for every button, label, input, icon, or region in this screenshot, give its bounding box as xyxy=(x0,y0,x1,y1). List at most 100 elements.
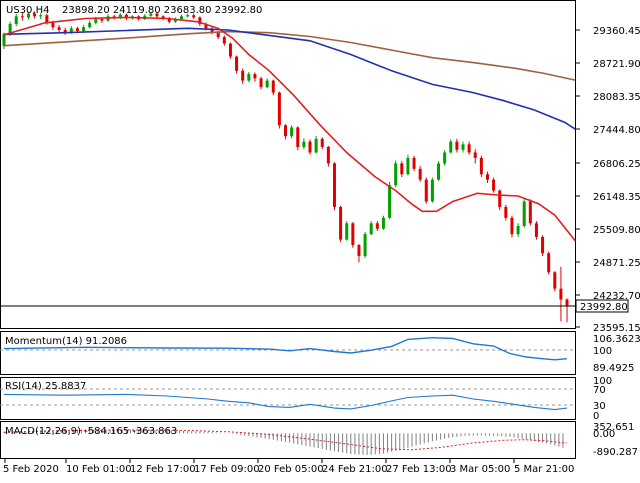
macd-axis-label: -890.287 xyxy=(593,447,638,458)
rsi-pane-border xyxy=(0,377,576,420)
candle-body xyxy=(412,157,416,169)
macd-signal-line xyxy=(3,429,568,451)
candle-body xyxy=(492,179,496,191)
current-price-label: 23992.80 xyxy=(580,302,628,313)
rsi-line xyxy=(3,393,568,411)
price-axis-label: 28721.90 xyxy=(593,59,640,70)
macd-pane-border xyxy=(0,421,576,459)
candle-body xyxy=(204,23,208,29)
momentum-axis-label: 89.4925 xyxy=(593,363,634,374)
price-axis-label: 25509.80 xyxy=(593,225,640,236)
rsi-axis-label: 100 xyxy=(593,376,612,387)
price-axis-label: 26148.35 xyxy=(593,192,640,203)
candle-body xyxy=(14,16,18,24)
candle-body xyxy=(167,17,171,22)
ma-mid-line xyxy=(3,27,576,130)
candle-body xyxy=(394,163,398,186)
candle-body xyxy=(173,19,177,22)
price-pane[interactable]: US30,H4 23898.20 24119.80 23683.80 23992… xyxy=(0,0,576,329)
candle-body xyxy=(357,245,361,256)
candle-body xyxy=(235,56,239,71)
candle-body xyxy=(284,125,288,137)
candle-body xyxy=(320,138,324,148)
rsi-title: RSI(14) 25.8837 xyxy=(5,381,86,392)
candle-body xyxy=(2,33,6,47)
price-axis-label: 24232.70 xyxy=(593,291,640,302)
macd-histogram xyxy=(3,429,564,456)
rsi-axis-label: 30 xyxy=(593,401,606,412)
rsi-axis-label: 70 xyxy=(593,385,606,396)
candle-body xyxy=(467,144,471,153)
momentum-pane-border xyxy=(0,331,576,375)
candle-body xyxy=(33,13,37,17)
candle-body xyxy=(430,179,434,202)
candle-body xyxy=(51,22,55,28)
candle-body xyxy=(253,74,257,79)
time-axis-label: 5 Mar 21:00 xyxy=(514,464,574,475)
candle-body xyxy=(198,17,202,24)
candle-body xyxy=(332,163,336,207)
candle-body xyxy=(363,234,367,256)
candle-body xyxy=(345,223,349,240)
candle-body xyxy=(528,201,532,224)
candle-body xyxy=(75,28,79,32)
candle-body xyxy=(351,223,355,246)
candle-body xyxy=(516,225,520,235)
candle-body xyxy=(45,15,49,23)
candle-body xyxy=(259,78,263,88)
candle-body xyxy=(381,217,385,229)
current-price-tag xyxy=(575,299,629,313)
candle-body xyxy=(308,141,312,153)
candle-body xyxy=(369,223,373,235)
rsi-pane[interactable]: RSI(14) 25.8837 100 70 30 0 xyxy=(0,376,612,422)
time-axis-label: 3 Mar 05:00 xyxy=(450,464,510,475)
price-axis-label: 26806.25 xyxy=(593,159,640,170)
price-pane-border xyxy=(0,0,576,329)
candle-body xyxy=(216,32,220,38)
candle-body xyxy=(161,16,165,18)
momentum-pane[interactable]: Momentum(14) 91.2086 106.3623 100 89.492… xyxy=(0,331,640,375)
macd-pane[interactable]: MACD(12,26,9) -584.165 -363.863 352.651 … xyxy=(0,421,638,459)
candle-body xyxy=(449,141,453,153)
candle-body xyxy=(26,13,30,18)
candles-group xyxy=(2,11,569,323)
candle-body xyxy=(271,80,275,93)
candle-body xyxy=(479,157,483,175)
candle-body xyxy=(406,157,410,175)
macd-title: MACD(12,26,9) -584.165 -363.863 xyxy=(5,426,177,437)
ma-slow-line xyxy=(3,30,576,81)
candle-body xyxy=(504,206,508,218)
candle-body xyxy=(388,185,392,218)
candle-body xyxy=(302,141,306,148)
candle-body xyxy=(228,43,232,57)
momentum-axis-label: 106.3623 xyxy=(593,334,640,345)
candle-body xyxy=(94,19,98,23)
price-axis-label: 24871.25 xyxy=(593,258,640,269)
candle-body xyxy=(39,15,43,17)
candle-body xyxy=(192,15,196,18)
candle-body xyxy=(8,23,12,34)
candle-body xyxy=(339,206,343,240)
price-axis-label: 28083.35 xyxy=(593,92,640,103)
price-axis-label: 23595.15 xyxy=(593,323,640,334)
candle-body xyxy=(418,168,422,180)
candle-body xyxy=(69,28,73,33)
time-axis-label: 10 Feb 01:00 xyxy=(66,464,132,475)
candle-body xyxy=(443,152,447,164)
candle-body xyxy=(559,288,563,300)
candle-body xyxy=(112,16,116,18)
candle-body xyxy=(510,217,514,235)
candle-body xyxy=(63,29,67,33)
candle-body xyxy=(400,163,404,175)
time-axis-label: 24 Feb 21:00 xyxy=(322,464,388,475)
candle-body xyxy=(326,147,330,164)
candle-body xyxy=(210,28,214,33)
candle-body xyxy=(498,190,502,207)
candle-body xyxy=(100,19,104,21)
time-axis-label: 5 Feb 2020 xyxy=(3,464,59,475)
candle-body xyxy=(437,163,441,180)
candle-body xyxy=(57,27,61,30)
candle-body xyxy=(455,141,459,150)
candle-body xyxy=(277,92,281,126)
